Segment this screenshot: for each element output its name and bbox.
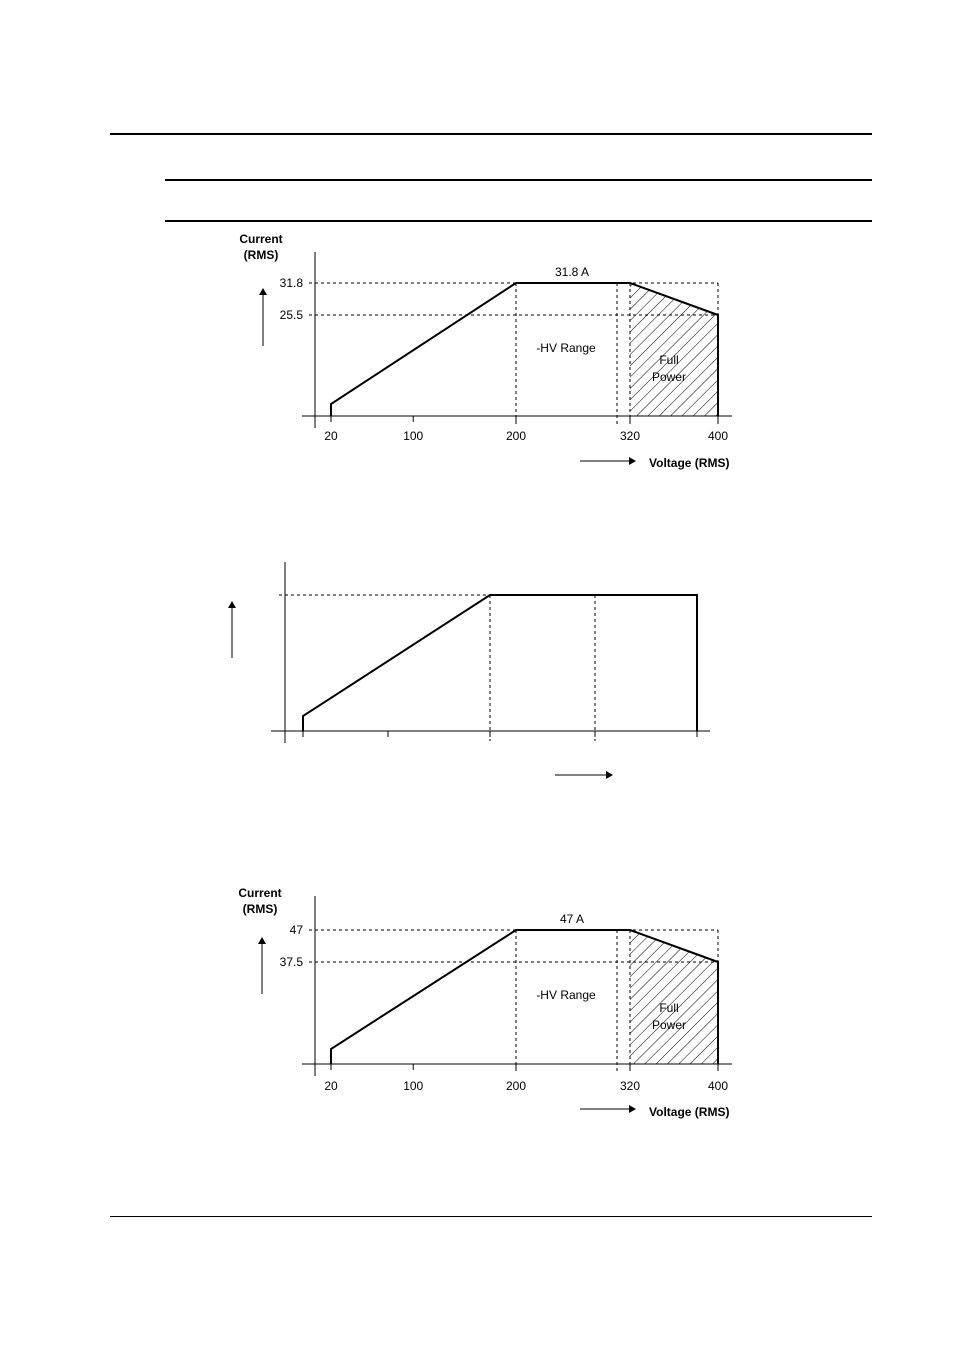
- chart-1-full-power-label-line-1: Full: [659, 353, 678, 367]
- chart-2-right-arrow-head: [606, 771, 613, 779]
- chart-1-y-tick-label-31-8: 31.8: [280, 276, 304, 290]
- chart-3-y-axis-label-line-2: (RMS): [243, 902, 278, 916]
- chart-1-x-tick-label-320: 320: [620, 429, 640, 443]
- chart-1-full-power-label-line-2: Power: [652, 370, 686, 384]
- chart-3-x-axis-label: Voltage (RMS): [649, 1105, 729, 1119]
- chart-3-x-tick-label-100: 100: [403, 1079, 423, 1093]
- chart-1-plateau-label: 31.8 A: [555, 265, 589, 279]
- chart-1-y-axis-label-line-1: Current: [239, 232, 282, 246]
- chart-3-up-arrow-head: [258, 937, 266, 944]
- chart-1-up-arrow-head: [259, 288, 267, 295]
- footer-rule: [110, 1216, 872, 1217]
- chart-1-x-tick-label-100: 100: [403, 429, 423, 443]
- chart-1-x-tick-label-20: 20: [324, 429, 338, 443]
- chart-2-current-limit-line: [302, 594, 698, 731]
- chart-3-full-power-label-line-2: Power: [652, 1018, 686, 1032]
- table-rule-upper: [165, 179, 872, 181]
- header-rule-top: [110, 133, 872, 135]
- chart-3-plateau-label: 47 A: [560, 912, 584, 926]
- chart-1-x-axis-label: Voltage (RMS): [649, 456, 729, 470]
- chart-3-current-limit-line: [330, 929, 719, 1064]
- chart-3-y-axis-label-line-1: Current: [238, 886, 281, 900]
- chart-1-y-tick-label-25-5: 25.5: [280, 308, 304, 322]
- chart-1-y-axis-label-line-2: (RMS): [244, 248, 279, 262]
- chart-1-x-tick-label-400: 400: [708, 429, 728, 443]
- chart-1-current-limit-line: [330, 282, 719, 416]
- table-rule-lower: [165, 220, 872, 222]
- chart-3-y-tick-label-37-5: 37.5: [280, 955, 304, 969]
- chart-2-up-arrow-head: [228, 601, 236, 608]
- chart-3-full-power-region: [630, 930, 718, 1064]
- chart-3-full-power-label-line-1: Full: [659, 1001, 678, 1015]
- chart-1-right-arrow-head: [629, 457, 636, 465]
- chart-3-x-tick-label-200: 200: [506, 1079, 526, 1093]
- chart-3-x-tick-label-400: 400: [708, 1079, 728, 1093]
- chart-1-range-label: -HV Range: [536, 341, 596, 355]
- chart-1-full-power-region: [630, 283, 718, 416]
- chart-3-x-tick-label-20: 20: [324, 1079, 338, 1093]
- chart-3-right-arrow-head: [629, 1105, 636, 1113]
- chart-3-range-label: -HV Range: [536, 988, 596, 1002]
- chart-3-x-tick-label-320: 320: [620, 1079, 640, 1093]
- chart-3-y-tick-label-47: 47: [290, 923, 304, 937]
- chart-1-x-tick-label-200: 200: [506, 429, 526, 443]
